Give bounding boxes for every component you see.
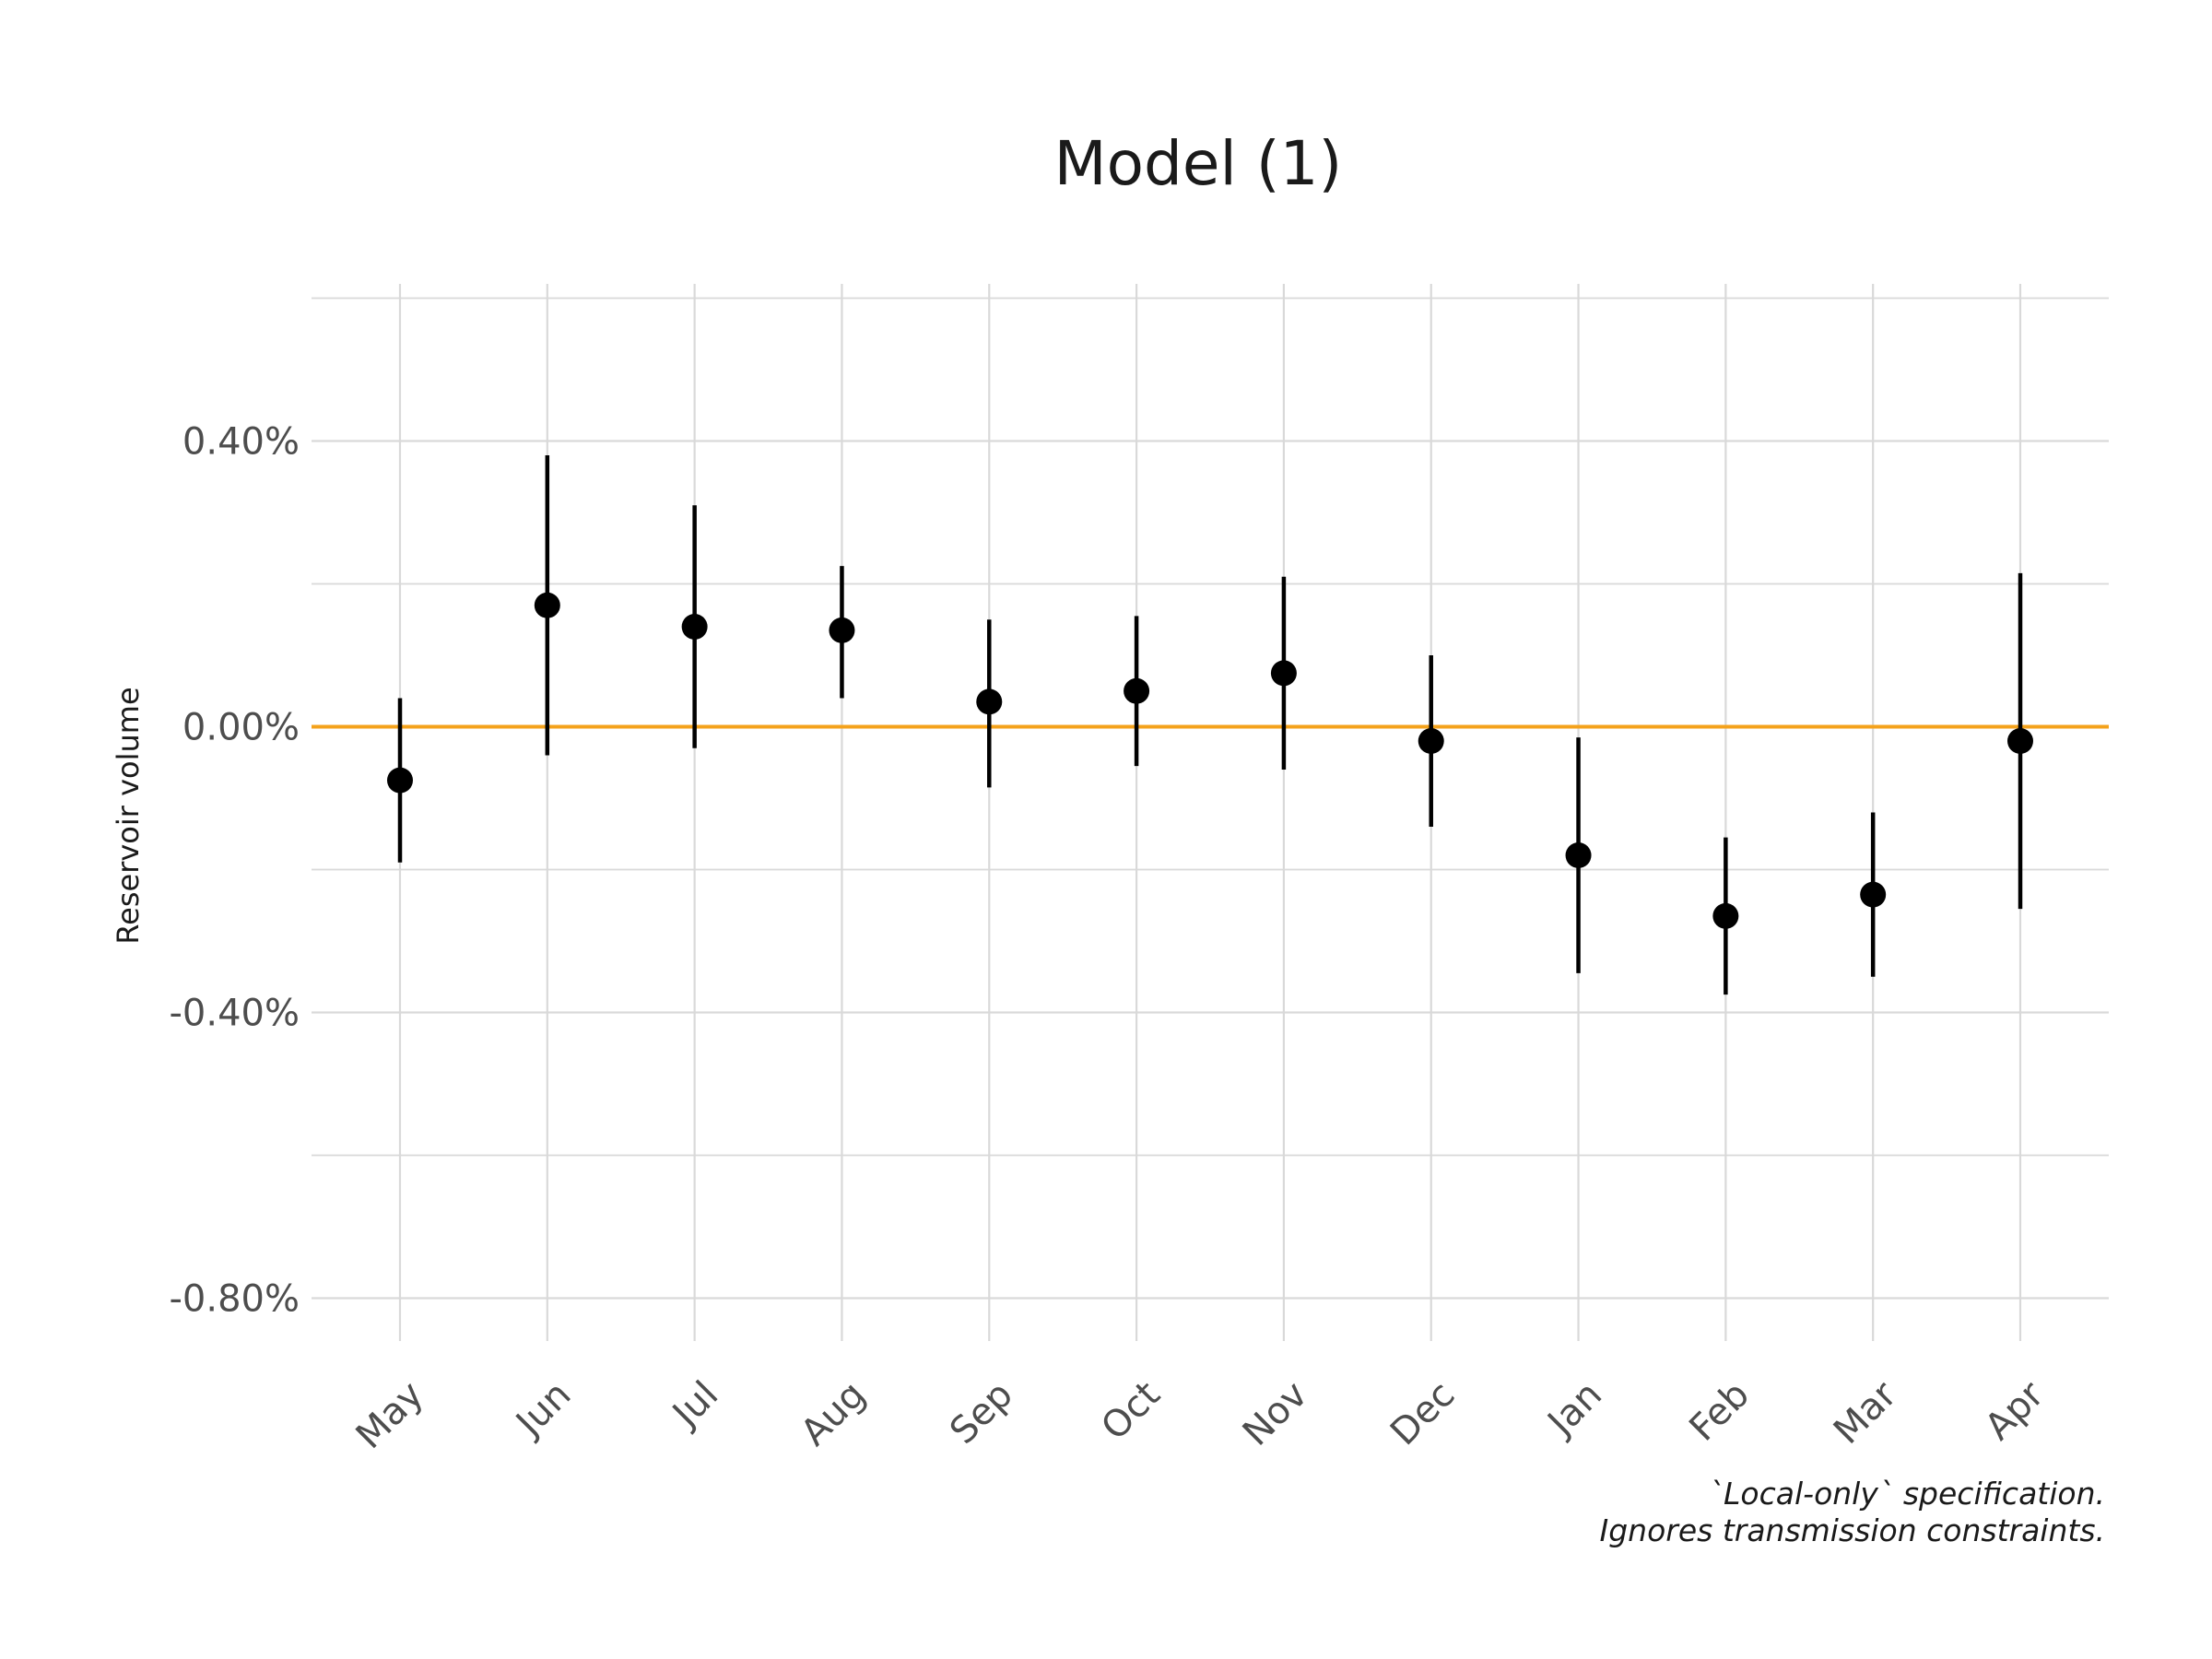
estimate-point <box>1124 677 1150 704</box>
x-tick-label: Jul <box>663 1373 726 1437</box>
x-tick-label: Jan <box>1538 1373 1610 1445</box>
estimate-point <box>976 688 1003 715</box>
caption-line-2: Ignores transmission constraints. <box>1599 1512 2105 1548</box>
estimate-point <box>1418 728 1444 754</box>
estimate-point <box>1270 660 1297 687</box>
caption-line-1: `Local-only` specification. <box>1709 1476 2105 1512</box>
estimate-point <box>1860 881 1887 908</box>
estimates <box>387 455 2033 995</box>
x-tick-label: Mar <box>1826 1373 1905 1453</box>
x-tick-label: Oct <box>1093 1373 1168 1448</box>
x-tick-label: Nov <box>1235 1373 1316 1454</box>
estimate-point <box>534 592 560 618</box>
y-tick-label: -0.40% <box>169 993 300 1035</box>
x-tick-label: Apr <box>1977 1373 2053 1449</box>
x-tick-label: Aug <box>793 1373 874 1454</box>
estimate-point <box>681 614 708 640</box>
x-tick-label: May <box>348 1373 432 1457</box>
y-axis-title: Reservoir volume <box>111 687 146 944</box>
x-tick-label: Feb <box>1681 1373 1758 1450</box>
grid <box>312 284 2109 1341</box>
x-tick-label: Jun <box>507 1373 580 1446</box>
x-tick-label: Sep <box>942 1373 1021 1453</box>
x-axis-ticks: May Jun Jul Aug Sep Oct Nov Dec Jan Feb Mar Apr <box>348 1373 2053 1457</box>
estimate-point <box>387 767 413 794</box>
estimate-point <box>2007 728 2033 754</box>
estimate-point <box>829 617 855 643</box>
estimate-point <box>1565 842 1592 868</box>
y-tick-label: 0.00% <box>182 707 300 749</box>
estimate-point <box>1712 902 1739 929</box>
chart-title: Model (1) <box>1054 128 1343 199</box>
x-tick-label: Dec <box>1382 1373 1463 1453</box>
y-axis-ticks: 0.40% 0.00% -0.40% -0.80% <box>169 421 300 1321</box>
y-tick-label: 0.40% <box>182 421 300 464</box>
y-tick-label: -0.80% <box>169 1278 300 1321</box>
